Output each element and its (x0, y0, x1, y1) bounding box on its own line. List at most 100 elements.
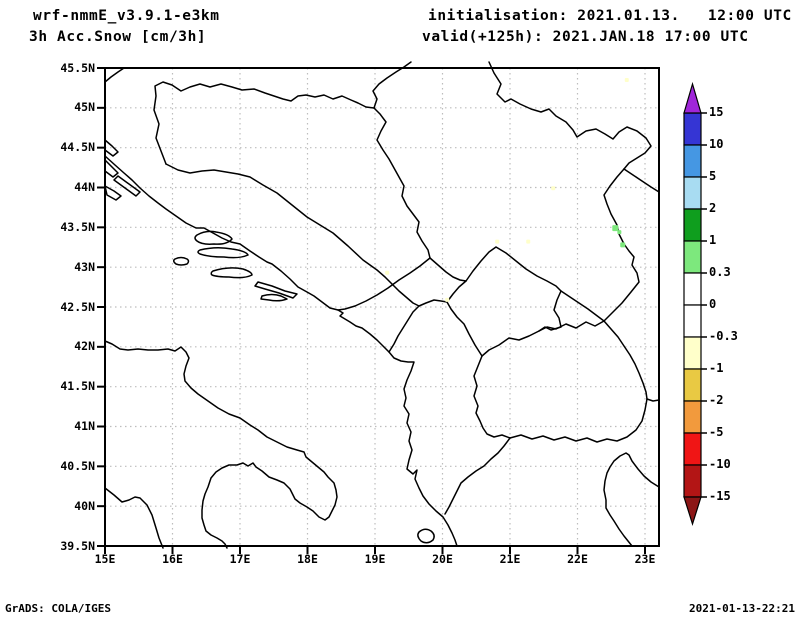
border-danube-bulgaria-east (623, 168, 660, 193)
product-title: 3h Acc.Snow [cm/3h] (29, 29, 207, 45)
x-tick-label: 22E (567, 552, 588, 566)
border-serbia-macedonia-strip (560, 290, 605, 322)
colorbar-band (683, 208, 702, 242)
coastline-greece-thermaic (603, 452, 660, 547)
colorbar-band (683, 144, 702, 178)
x-tick-label: 23E (634, 552, 656, 566)
axis-ticks (97, 67, 646, 554)
y-tick-label: 41.5N (60, 379, 95, 394)
y-tick-label: 39.5N (60, 538, 95, 553)
snow-spot (620, 242, 626, 248)
y-tick-label: 40N (74, 498, 95, 513)
y-tick-label: 44.5N (60, 140, 95, 155)
colorbar (683, 81, 707, 526)
colorbar-tick-label: 10 (709, 137, 724, 151)
snow-spot (526, 239, 531, 244)
border-bosnia-montenegro (337, 257, 431, 311)
snow-spot (385, 270, 390, 275)
border-bosnia-serbia-drina (373, 107, 431, 259)
island-vis (172, 256, 190, 266)
snow-spot (445, 297, 450, 302)
snow-spot (624, 77, 629, 82)
init-time-label: initialisation: 2021.01.13. 12:00 UTC (428, 8, 792, 24)
colorbar-under-arrow (683, 496, 702, 526)
valid-time-label: valid(+125h): 2021.JAN.18 17:00 UTC (422, 29, 749, 45)
colorbar-band (683, 432, 702, 466)
colorbar-band (683, 240, 702, 274)
y-tick-label: 41N (74, 419, 95, 433)
border-serbia-montenegro (429, 257, 467, 282)
border-macedonia-north (481, 320, 605, 357)
island-dugi-otok (113, 175, 141, 197)
border-greece-bulgaria (646, 398, 660, 402)
colorbar-band (683, 336, 702, 370)
map-frame (104, 67, 660, 547)
gridlines (105, 68, 659, 546)
island-hvar (197, 246, 249, 259)
colorbar-band (683, 272, 702, 306)
peninsula-peljesac (254, 281, 298, 299)
border-serbia-romania-danube (488, 61, 652, 170)
y-tick-label: 42N (74, 339, 95, 354)
snow-spot (551, 186, 556, 191)
colorbar-tick-label: -15 (709, 489, 731, 503)
colorbar-band (683, 464, 702, 498)
coastline-italy-tyrrhenian (104, 487, 164, 549)
snow-spots (385, 77, 629, 302)
colorbar-tick-label: -5 (709, 425, 724, 439)
x-tick-label: 18E (297, 552, 318, 566)
colorbar-band (683, 112, 702, 146)
colorbar-tick-label: 0.3 (709, 265, 731, 279)
island-kornati (104, 185, 122, 201)
colorbar-tick-label: 1 (709, 233, 717, 247)
coastline-istria-fragment (104, 67, 125, 83)
border-montenegro-albania (388, 299, 448, 353)
island-brac (194, 230, 233, 245)
border-albania-greece (444, 437, 511, 515)
island-mljet (260, 293, 288, 302)
grads-credit: GrADS: COLA/IGES (5, 602, 111, 615)
colorbar-tick-label: 2 (709, 201, 717, 215)
x-tick-label: 16E (162, 552, 183, 566)
colorbar-tick-label: -2 (709, 393, 724, 407)
colorbar-band (683, 176, 702, 210)
colorbar-over-arrow (683, 81, 702, 114)
colorbar-tick-label: -0.3 (709, 329, 738, 343)
x-tick-label: 17E (229, 552, 251, 566)
colorbar-tick-label: -10 (709, 457, 731, 471)
border-albania-macedonia (473, 355, 511, 439)
island-korcula (210, 267, 253, 279)
border-kosovo (446, 246, 562, 357)
y-tick-label: 42.5N (60, 299, 95, 314)
border-macedonia-greece (509, 398, 648, 443)
x-tick-label: 21E (499, 552, 521, 566)
x-tick-label: 19E (364, 552, 386, 566)
y-tick-label: 43N (74, 259, 95, 274)
y-tick-label: 45.5N (60, 60, 95, 75)
snow-spot (495, 239, 500, 244)
map-outlines (104, 61, 660, 549)
island-corfu (417, 528, 435, 544)
x-tick-label: 20E (432, 552, 453, 566)
y-tick-label: 44N (74, 180, 95, 194)
y-tick-label: 43.5N (60, 219, 95, 234)
colorbar-band (683, 400, 702, 434)
border-croatia-bosnia-north (153, 81, 375, 165)
x-tick-label: 15E (94, 552, 116, 566)
colorbar-tick-label: 5 (709, 169, 717, 183)
colorbar-band (683, 368, 702, 402)
model-title: wrf-nmmE_v3.9.1-e3km (33, 8, 220, 24)
coastline-italy-adriatic (104, 340, 338, 549)
snow-spot (617, 230, 622, 235)
y-tick-label: 45N (74, 100, 95, 115)
colorbar-band (683, 304, 702, 338)
border-bosnia-dinaric (165, 163, 420, 307)
creation-timestamp: 2021-01-13-22:21 (689, 602, 795, 615)
coastline-adriatic-east (104, 155, 458, 547)
colorbar-tick-label: 0 (709, 297, 717, 311)
colorbar-tick-label: 15 (709, 105, 724, 119)
snow-spot (612, 225, 619, 232)
border-macedonia-bulgaria (603, 320, 648, 400)
